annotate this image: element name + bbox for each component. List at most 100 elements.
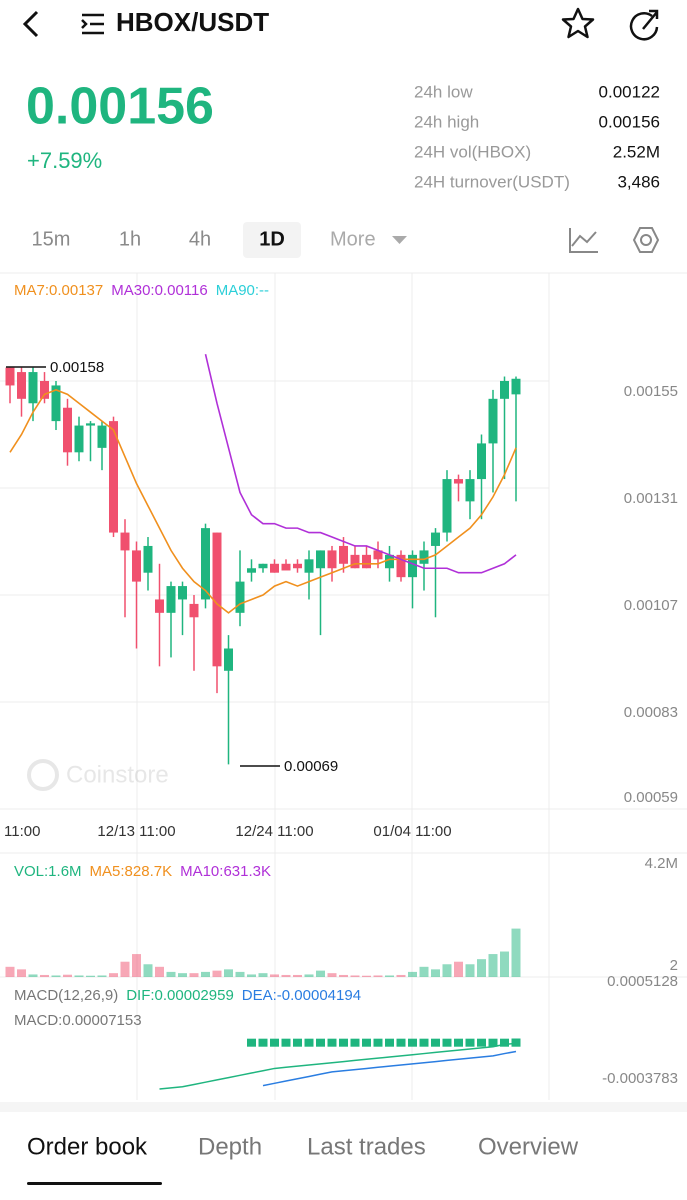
interval-tab[interactable]: 1h [119, 228, 141, 250]
candle-body [224, 648, 233, 671]
annotation: 0.00069 [284, 758, 338, 775]
settings-button[interactable] [632, 227, 660, 253]
bottom-tab[interactable]: Order book [27, 1133, 148, 1160]
volume-bar [63, 974, 72, 977]
volume-bar [477, 959, 486, 977]
volume-bar [40, 974, 49, 977]
y-tick-label: 0.00107 [624, 597, 678, 614]
candle-body [132, 550, 141, 582]
volume-bar [143, 964, 153, 977]
volume-bar [281, 974, 291, 977]
candle-body [500, 380, 509, 399]
legend-entry: MA5:828.7K [90, 863, 173, 880]
stat-value: 3,486 [617, 172, 660, 191]
volume-bar [258, 973, 268, 977]
stat-value: 0.00122 [599, 82, 660, 101]
interval-tab[interactable]: 4h [189, 228, 211, 250]
indicator-line [9, 389, 517, 614]
selected-tab-bg [243, 222, 301, 258]
bottom-tab[interactable]: Depth [198, 1133, 262, 1160]
share-button[interactable] [629, 9, 659, 41]
macd-bar [327, 1038, 337, 1047]
candle-body [339, 545, 348, 564]
candle-body [385, 554, 394, 569]
volume-bar [51, 975, 61, 977]
macd-bar [281, 1038, 291, 1047]
volume-bar [362, 975, 371, 977]
macd-bar [247, 1038, 256, 1047]
volume-bar [350, 975, 360, 977]
volume-bar [373, 975, 383, 977]
legend-entry: DIF:0.00002959 [126, 987, 234, 1004]
candle-body [51, 385, 61, 422]
y-tick-label: 0.00155 [624, 383, 678, 400]
candle-body [201, 528, 210, 600]
candle-body [97, 425, 107, 448]
y-tick-label: 0.00131 [624, 490, 678, 507]
candle-body [362, 554, 371, 569]
candle-body [350, 554, 360, 569]
legend-entry: MA7:0.00137 [14, 282, 103, 299]
legend-entry: VOL:1.6M [14, 863, 82, 880]
candle-body [40, 380, 49, 399]
candle-body [270, 563, 279, 573]
macd-bar [431, 1038, 440, 1047]
candle-body [143, 545, 153, 573]
macd-bar [477, 1038, 486, 1047]
volume-bar [201, 971, 210, 977]
macd-bar [350, 1038, 360, 1047]
volume-bar [327, 973, 337, 977]
interval-tab[interactable]: 15m [32, 228, 71, 250]
volume-bar [488, 954, 498, 977]
volume-bar [189, 973, 199, 977]
candle-body [373, 550, 383, 560]
macd-bar [373, 1038, 383, 1047]
volume-bar [235, 971, 245, 977]
volume-bar [270, 974, 279, 977]
volume-bar [28, 974, 38, 977]
volume-bar [109, 973, 118, 977]
bottom-tab[interactable]: Overview [478, 1133, 579, 1160]
back-button[interactable] [22, 10, 39, 38]
candle-body [442, 479, 452, 533]
x-tick-label: 01/04 11:00 [373, 823, 451, 840]
volume-bar [120, 961, 130, 977]
candle-body [120, 532, 130, 551]
volume-bar [500, 951, 509, 977]
x-tick-label: 12/24 11:00 [235, 823, 313, 840]
macd-bar [442, 1038, 452, 1047]
menu-icon[interactable] [81, 13, 104, 35]
candle-body [396, 554, 406, 578]
volume-bar [212, 970, 222, 977]
volume-bar [166, 971, 176, 977]
macd-bar [408, 1038, 417, 1047]
macd-bar [270, 1038, 279, 1047]
candle-body [431, 532, 440, 546]
chart-type-button[interactable] [569, 228, 598, 253]
candle-body [166, 586, 176, 613]
volume-bar [178, 973, 187, 977]
interval-tab[interactable]: 1D [259, 228, 285, 250]
stat-label: 24H turnover(USDT) [414, 172, 570, 191]
candle-body [155, 599, 164, 613]
stat-value: 0.00156 [599, 112, 660, 131]
candle-body [235, 581, 245, 613]
separator [0, 1102, 687, 1112]
watermark-text: Coinstore [66, 761, 169, 788]
pair-title: HBOX/USDT [116, 7, 269, 37]
dropdown-arrow [392, 236, 407, 244]
stat-value: 2.52M [613, 142, 660, 161]
macd-bar [511, 1038, 521, 1047]
macd-bar [304, 1038, 314, 1047]
candle-body [178, 586, 187, 600]
volume-bar [86, 975, 95, 977]
volume-bar [155, 966, 164, 977]
favorite-button[interactable] [561, 7, 595, 39]
volume-bar [511, 928, 521, 977]
macd-bar [385, 1038, 394, 1047]
watermark: Coinstore [27, 759, 169, 791]
interval-tab[interactable]: More [330, 228, 376, 250]
macd-bar [419, 1038, 429, 1047]
macd-bar [396, 1038, 406, 1047]
bottom-tab[interactable]: Last trades [307, 1133, 426, 1160]
